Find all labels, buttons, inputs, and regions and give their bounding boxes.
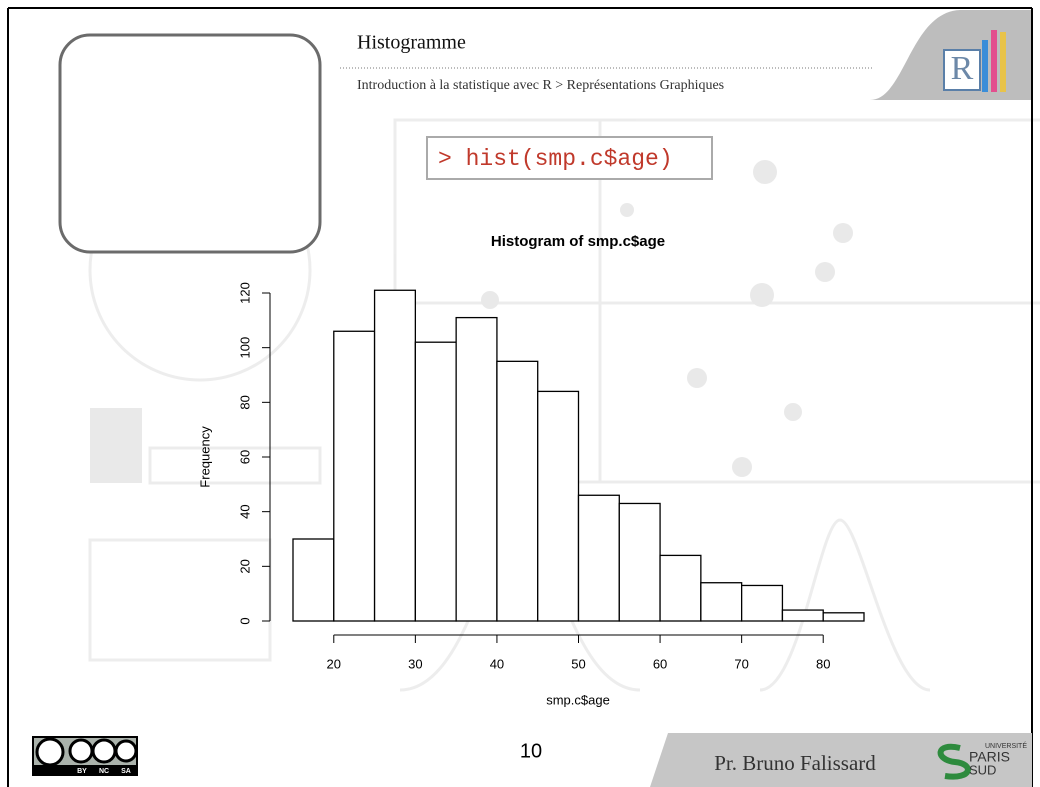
bar xyxy=(455,316,498,622)
badge-strip xyxy=(33,765,137,775)
bar xyxy=(496,360,539,622)
y-tick-label: 120 xyxy=(237,282,252,304)
code-box xyxy=(426,136,713,180)
x-axis-label: smp.c$age xyxy=(546,692,610,707)
placeholder-box xyxy=(58,33,322,254)
logo-letter: R xyxy=(951,50,974,87)
logo-box xyxy=(943,49,981,91)
bar xyxy=(577,494,620,622)
badge-icon xyxy=(114,739,138,763)
x-tick-label: 70 xyxy=(734,656,748,671)
r-logo: R xyxy=(943,30,1006,92)
university-name: SUD xyxy=(969,762,996,777)
x-tick-label: 60 xyxy=(653,656,667,671)
bar xyxy=(414,341,457,622)
y-axis-label: Frequency xyxy=(197,426,212,488)
university-name: PARIS xyxy=(969,749,1010,765)
chart-title: Histogram of smp.c$age xyxy=(491,233,665,250)
license-term: BY xyxy=(77,768,87,775)
badge-icon xyxy=(91,738,117,764)
logo-s xyxy=(937,743,971,780)
bar xyxy=(333,330,376,622)
bar xyxy=(292,538,335,622)
bar xyxy=(537,390,580,622)
license-term: SA xyxy=(121,768,131,775)
bar xyxy=(740,584,784,622)
y-tick-label: 40 xyxy=(237,504,252,518)
slide-title: Histogramme xyxy=(357,32,466,54)
y-tick-label: 20 xyxy=(237,559,252,573)
bar xyxy=(618,502,661,622)
y-tick-label: 80 xyxy=(237,395,252,409)
y-tick-label: 100 xyxy=(237,337,252,359)
y-tick-label: 60 xyxy=(237,450,252,464)
cc-badge: BY NC SA xyxy=(32,736,138,776)
code: > hist(smp.c$age) xyxy=(438,146,673,172)
bar xyxy=(781,609,824,622)
university-name: UNIVERSITÉ xyxy=(985,741,1027,750)
bar xyxy=(659,554,702,622)
x-tick-label: 80 xyxy=(816,656,830,671)
bar xyxy=(373,289,417,622)
author: Pr. Bruno Falissard xyxy=(714,751,876,775)
badge-icon xyxy=(35,737,65,767)
logo-bar xyxy=(991,30,997,92)
license-term: NC xyxy=(99,768,109,775)
page-number: 10 xyxy=(520,740,542,762)
breadcrumb: Introduction à la statistique avec R > R… xyxy=(357,78,724,93)
x-tick-label: 40 xyxy=(490,656,504,671)
x-tick-label: 20 xyxy=(327,656,341,671)
university-logo: UNIVERSITÉ PARIS SUD xyxy=(937,741,1027,780)
x-tick-label: 50 xyxy=(571,656,585,671)
bar xyxy=(700,582,743,622)
badge-icon xyxy=(68,738,94,764)
x-tick-label: 30 xyxy=(408,656,422,671)
y-tick-label: 0 xyxy=(237,617,252,624)
logo-bar xyxy=(1000,32,1006,92)
footer-band xyxy=(650,733,1032,787)
bar xyxy=(822,612,865,622)
logo-bar xyxy=(982,40,988,92)
